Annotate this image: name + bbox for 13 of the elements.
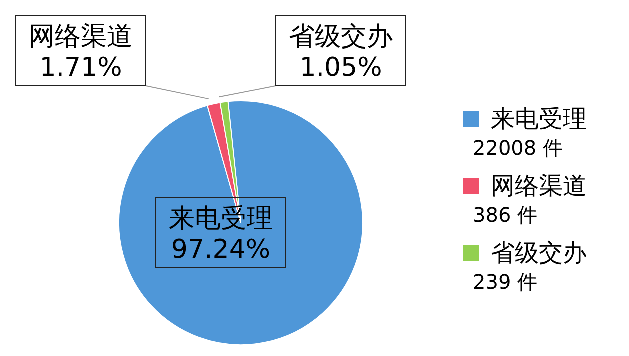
data-label: 97.24% <box>171 235 271 265</box>
text: 386 件 <box>473 202 539 229</box>
text: 239 件 <box>473 269 539 296</box>
legend-label: 网络渠道 <box>491 171 587 202</box>
legend-label: 来电受理 <box>491 104 587 135</box>
data-label: 1.71% <box>40 53 122 83</box>
slice-label: 省级交办 <box>289 22 393 52</box>
pie-slice <box>118 100 364 346</box>
data-label: 1.05% <box>300 53 382 83</box>
slice-label: 网络渠道 <box>29 22 133 52</box>
slice-label: 来电受理 <box>169 204 273 234</box>
legend-label: 省级交办 <box>491 238 587 269</box>
text: 22008 件 <box>473 135 564 162</box>
